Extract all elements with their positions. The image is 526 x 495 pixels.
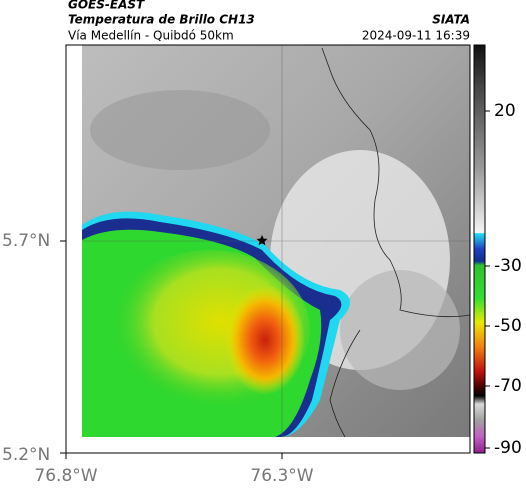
subtitle: Vía Medellín - Quibdó 50km [68,29,234,43]
colorbar-label: -90 [494,438,522,458]
lat-label: 5.2°N [2,445,50,465]
product: GOES-EAST [68,0,145,12]
agency: SIATA [432,13,470,27]
lon-label: 76.3°W [250,466,313,486]
timestamp: 2024-09-11 16:39 [362,29,470,43]
lon-label: 76.8°W [34,466,97,486]
map [60,44,471,459]
title: Temperatura de Brillo CH13 [68,13,255,27]
colorbar-label: -70 [494,376,522,396]
colorbar-label: -30 [494,256,522,276]
colorbar-label: 20 [494,101,516,121]
colorbar-label: -50 [494,316,522,336]
lat-label: 5.7°N [2,231,50,251]
colorbar: 20 -30 -50 -70 -90 [473,44,522,458]
